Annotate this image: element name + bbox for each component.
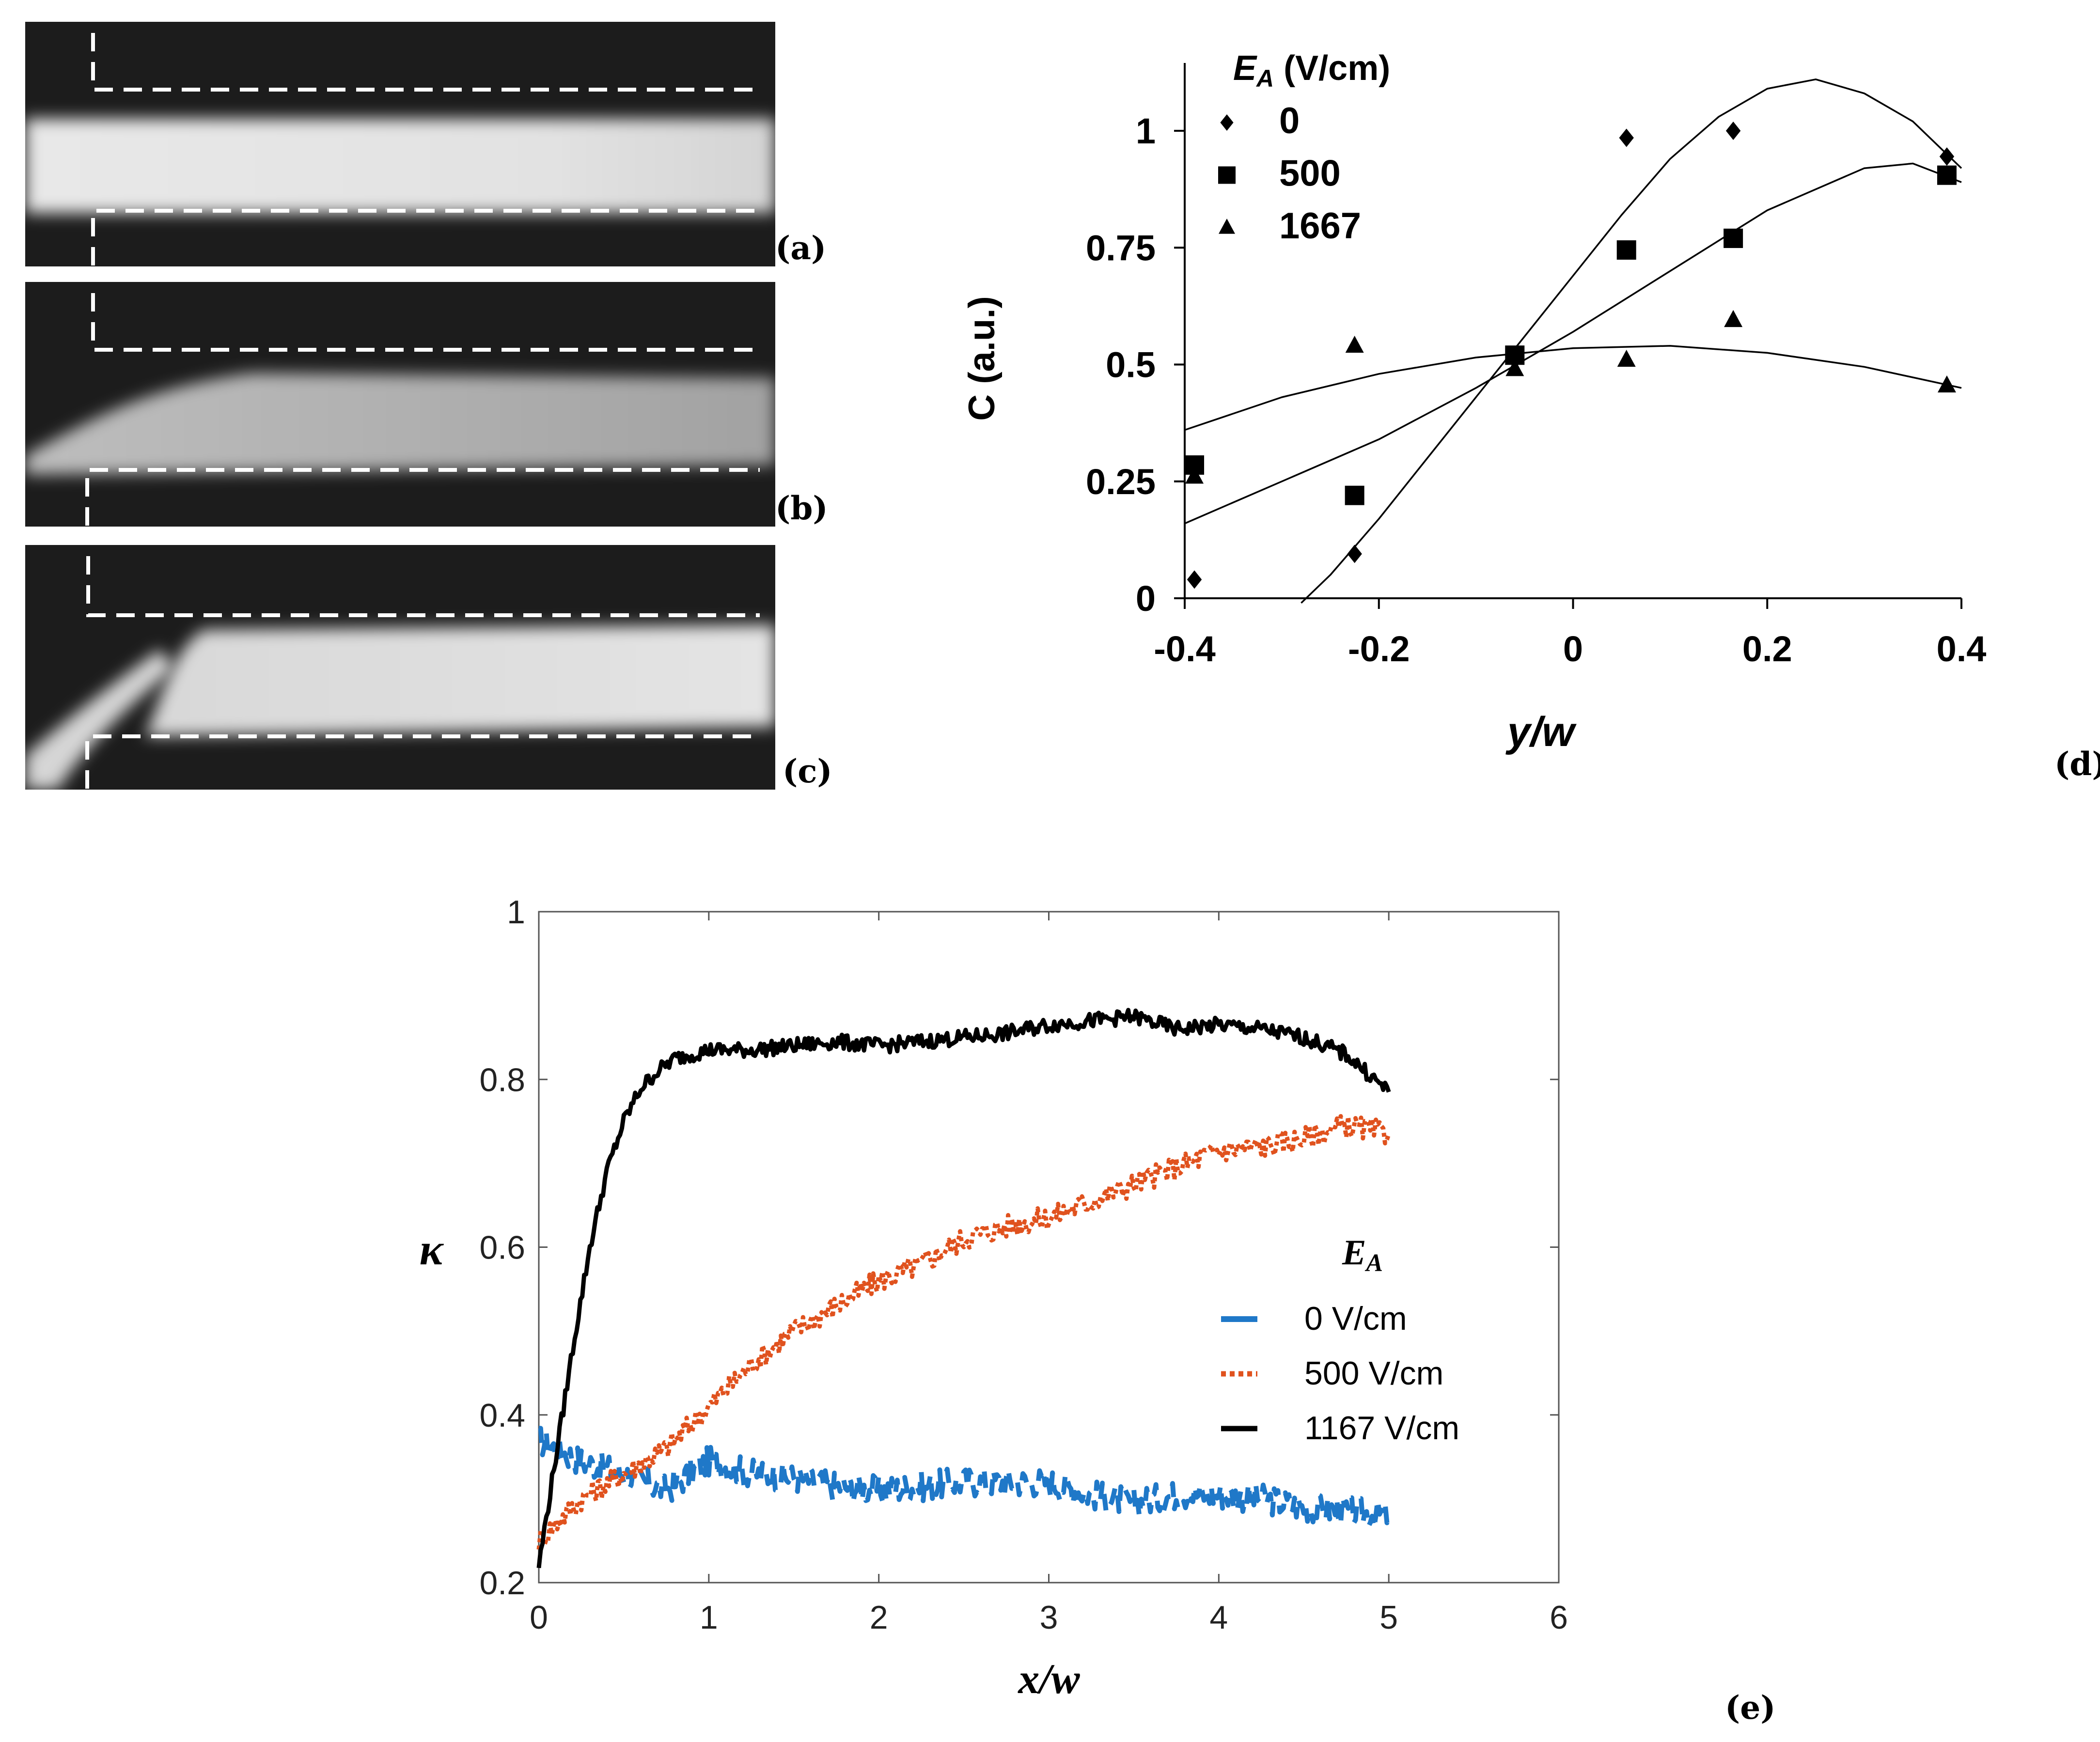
panel-label-b: (b): [775, 489, 828, 527]
chart-d: 0 0.25 0.5 0.75 1 -0.4 -0.2 0 0.2 0.4 C (a.u.) y…: [961, 49, 2100, 783]
micrograph-a-upper-channel-wall: [91, 33, 760, 92]
chart-d-y-axis-label: C (a.u.): [961, 296, 1003, 421]
chart-d-point-0: [1939, 147, 1955, 166]
chart-d-y-tick-label: 0: [1136, 578, 1156, 619]
chart-d-x-ticks: -0.4 -0.2 0 0.2 0.4: [1154, 598, 1986, 669]
chart-e-line-1167-V-cm: [536, 1008, 1391, 1569]
chart-d-point-1667: [1617, 349, 1636, 367]
chart-e-x-tick-label: 3: [1040, 1599, 1058, 1636]
chart-e-y-tick-label: 1: [507, 894, 525, 931]
chart-d-x-tick-label: 0.4: [1937, 629, 1987, 669]
chart-e-x-tick-label: 5: [1379, 1599, 1398, 1636]
chart-d-fit-500: [1184, 162, 1962, 525]
chart-d-point-500: [1937, 165, 1957, 185]
chart-d-point-1667: [1185, 467, 1204, 484]
chart-d-legend: EA (V/cm) 0 500 1667: [1218, 49, 1390, 247]
chart-e-x-tick-label: 2: [870, 1599, 888, 1636]
chart-e-y-tick-label: 0.2: [479, 1565, 525, 1602]
chart-d-point-0: [1187, 570, 1202, 589]
chart-d-y-tick-label: 0.75: [1086, 228, 1156, 268]
micrograph-c-inlet-jet: [25, 649, 174, 790]
chart-e-x-ticks: 0 1 2 3 4 5 6: [530, 912, 1568, 1636]
chart-e-x-axis-label: x/w: [1017, 1656, 1080, 1703]
micrograph-b-upper-channel-wall: [91, 293, 760, 352]
chart-e-x-tick-label: 1: [700, 1599, 718, 1636]
chart-e-y-axis-label: κ: [420, 1225, 444, 1274]
chart-d-point-0: [1347, 544, 1362, 563]
chart-e-line-500-V-cm: [536, 1114, 1391, 1550]
chart-d-y-ticks: 0 0.25 0.5 0.75 1: [1086, 111, 1185, 619]
micrograph-c-sample-stream: [145, 625, 775, 736]
chart-e-legend: EA 0 V/cm 500 V/cm 1167 V/cm: [1221, 1233, 1459, 1446]
chart-d-y-tick-label: 0.25: [1086, 462, 1156, 502]
panel-label-a: (a): [775, 229, 826, 267]
chart-e-x-tick-label: 4: [1209, 1599, 1228, 1636]
panel-label-d: (d): [2054, 745, 2100, 783]
micrograph-a: [25, 22, 775, 266]
chart-d-points: [1185, 122, 1957, 589]
chart-e-legend-label: 0 V/cm: [1304, 1300, 1407, 1337]
chart-d-point-0: [1725, 122, 1741, 140]
chart-d-legend-marker-500: [1218, 166, 1236, 184]
chart-d-fit-curves: [1184, 78, 1962, 604]
chart-e-y-tick-label: 0.8: [479, 1061, 525, 1098]
micrograph-a-sample-stream: [25, 119, 775, 213]
chart-d-point-500: [1345, 485, 1364, 505]
chart-d-x-tick-label: 0.2: [1742, 629, 1792, 669]
chart-e-y-tick-label: 0.6: [479, 1229, 525, 1266]
chart-d-legend-marker-0: [1220, 114, 1234, 131]
chart-e-legend-label: 1167 V/cm: [1304, 1410, 1459, 1446]
chart-d-x-tick-label: -0.4: [1154, 629, 1216, 669]
chart-d-point-1667: [1937, 375, 1956, 393]
chart-e-line-0-V-cm: [538, 1426, 1392, 1530]
panel-label-e: (e): [1725, 1689, 1775, 1726]
chart-d-y-tick-label: 1: [1136, 111, 1156, 151]
chart-e-legend-title: EA: [1342, 1233, 1383, 1277]
micrograph-a-lower-channel-wall: [91, 209, 760, 265]
chart-d-legend-marker-1667: [1219, 218, 1235, 234]
micrograph-c: [25, 545, 775, 790]
chart-d-point-1667: [1505, 359, 1524, 376]
chart-e-x-tick-label: 0: [530, 1599, 548, 1636]
micrograph-b-lower-channel-wall: [85, 468, 760, 526]
chart-d-point-0: [1619, 128, 1634, 147]
chart-e-y-ticks: 0.2 0.4 0.6 0.8 1: [479, 894, 1559, 1602]
chart-d-x-axis-label: y/w: [1505, 709, 1577, 755]
chart-e-x-tick-label: 6: [1550, 1599, 1568, 1636]
micrograph-b-sample-stream: [25, 373, 775, 475]
chart-e: 0.2 0.4 0.6 0.8 1 0 1 2 3 4 5 6 κ x/w EA 0 V/cm 500…: [420, 894, 1776, 1726]
chart-e-series: [536, 1008, 1392, 1569]
chart-d-legend-label: 500: [1279, 153, 1341, 194]
chart-d-fit-0: [1301, 78, 1962, 604]
micrograph-b: [25, 282, 775, 527]
chart-d-point-1667: [1345, 336, 1364, 353]
chart-d-fit-1667: [1184, 345, 1962, 431]
chart-d-legend-label: 0: [1279, 100, 1300, 141]
chart-d-legend-title: EA (V/cm): [1233, 49, 1390, 92]
micrograph-c-lower-channel-wall: [85, 734, 760, 789]
chart-d-point-500: [1616, 240, 1636, 260]
chart-d-point-1667: [1724, 310, 1743, 327]
micrograph-c-upper-channel-wall: [86, 556, 760, 617]
chart-d-legend-label: 1667: [1279, 205, 1361, 247]
chart-d-x-tick-label: 0: [1563, 629, 1583, 669]
panel-label-c: (c): [783, 752, 832, 790]
chart-d-x-tick-label: -0.2: [1348, 629, 1410, 669]
chart-d-point-500: [1724, 228, 1743, 248]
chart-e-legend-label: 500 V/cm: [1304, 1355, 1443, 1392]
chart-e-y-tick-label: 0.4: [479, 1397, 525, 1434]
chart-d-y-tick-label: 0.5: [1106, 345, 1156, 385]
